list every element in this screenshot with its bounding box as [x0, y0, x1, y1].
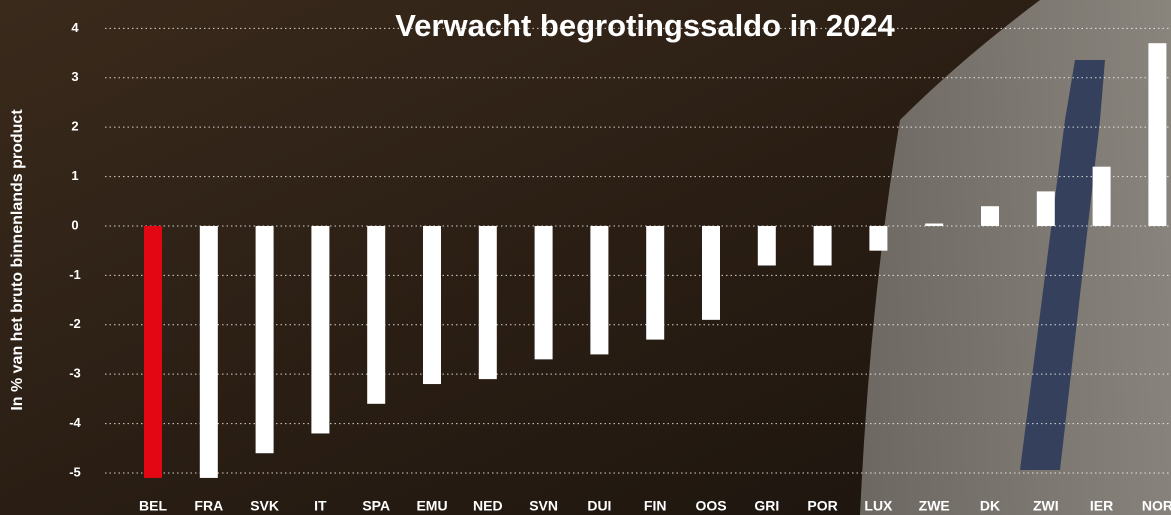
x-tick-label: SVN [529, 498, 558, 514]
y-tick-label: -3 [69, 366, 81, 381]
y-tick-label: 0 [71, 217, 78, 232]
bar [758, 226, 776, 266]
bar [1037, 191, 1055, 226]
x-tick-label: LUX [864, 498, 893, 514]
x-tick-label: ZWE [919, 498, 950, 514]
bar [311, 226, 329, 433]
bar [814, 226, 832, 266]
x-tick-label: FRA [194, 498, 223, 514]
y-axis-label: In % van het bruto binnenlands product [9, 109, 26, 411]
page: {"chart_data": {"type": "bar", "title": … [0, 0, 1171, 515]
bar [702, 226, 720, 320]
bar [869, 226, 887, 251]
x-tick-label: DK [980, 498, 1000, 514]
x-tick-label: IT [314, 498, 327, 514]
y-tick-label: 1 [71, 168, 78, 183]
bar [423, 226, 441, 384]
bar [256, 226, 274, 453]
y-tick-label: -5 [69, 464, 81, 479]
bar [144, 226, 162, 478]
x-tick-label: NOR [1142, 498, 1171, 514]
bar [1093, 167, 1111, 226]
x-tick-label: BEL [139, 498, 167, 514]
bar [535, 226, 553, 359]
chart: Verwacht begrotingssaldo in 2024 In % va… [0, 0, 1171, 515]
bar [590, 226, 608, 354]
bar [646, 226, 664, 340]
bar [925, 223, 943, 225]
bar [981, 206, 999, 226]
x-tick-label: POR [807, 498, 837, 514]
y-tick-label: 2 [71, 119, 78, 134]
x-tick-label: FIN [644, 498, 667, 514]
y-tick-label: 3 [71, 69, 78, 84]
x-tick-label: ZWI [1033, 498, 1059, 514]
x-tick-label: DUI [587, 498, 611, 514]
y-tick-label: -1 [69, 267, 81, 282]
y-tick-label: 4 [71, 20, 79, 35]
y-tick-label: -2 [69, 316, 81, 331]
x-tick-label: NED [473, 498, 503, 514]
bar [200, 226, 218, 478]
x-tick-label: SPA [362, 498, 390, 514]
bar [479, 226, 497, 379]
y-tick-label: -4 [69, 415, 81, 430]
bar [1148, 43, 1166, 226]
x-tick-label: GRI [754, 498, 779, 514]
chart-title: Verwacht begrotingssaldo in 2024 [395, 8, 895, 43]
bar [367, 226, 385, 404]
x-tick-label: OOS [695, 498, 726, 514]
x-tick-label: SVK [250, 498, 279, 514]
x-tick-label: EMU [416, 498, 447, 514]
x-tick-label: IER [1090, 498, 1113, 514]
